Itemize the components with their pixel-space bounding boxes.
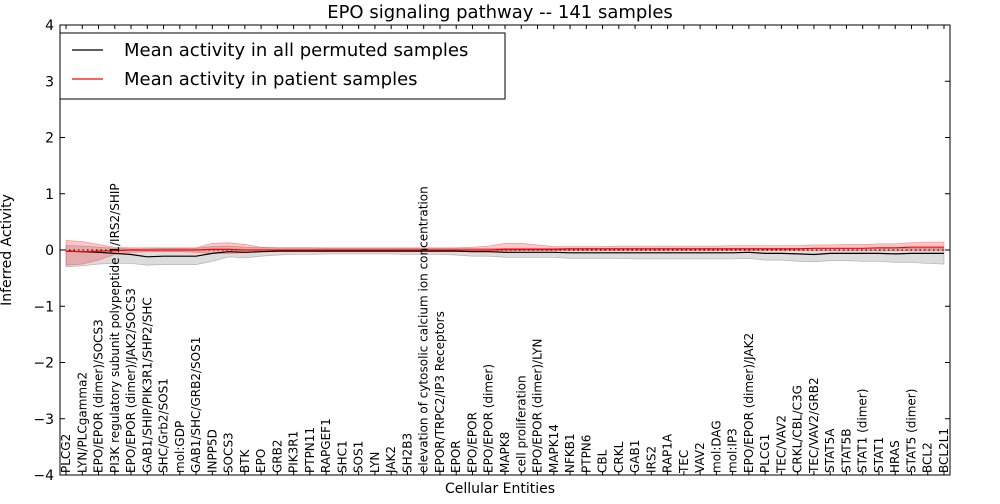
x-tick-label: SOCS3 <box>222 432 236 473</box>
x-tick-label: SOS1 <box>352 441 366 473</box>
x-tick-label: elevation of cytosolic calcium ion conce… <box>417 186 431 473</box>
x-tick-label: PTPN6 <box>579 435 593 473</box>
x-tick-label: MAPK8 <box>498 432 512 473</box>
legend-label-patient: Mean activity in patient samples <box>124 69 418 90</box>
x-tick-label: INPP5D <box>205 429 219 473</box>
x-tick-label: cell proliferation <box>514 375 528 473</box>
x-tick-label: LYN <box>368 452 382 473</box>
x-tick-label: STAT1 (dimer) <box>856 389 870 473</box>
y-tick-label: 0 <box>45 243 54 259</box>
x-tick-label: TEC/VAV2 <box>774 415 788 474</box>
x-tick-label: EPO/EPOR (dimer)/JAK2 <box>742 333 756 473</box>
x-tick-label: EPO/EPOR (dimer)/JAK2/SOCS3 <box>124 288 138 473</box>
x-tick-label: EPO <box>254 449 268 473</box>
y-tick-label: 2 <box>45 131 54 147</box>
x-tick-label: CRKL <box>612 441 626 473</box>
x-tick-label: TEC/VAV2/GRB2 <box>807 377 821 474</box>
y-tick-label: 3 <box>45 74 54 90</box>
x-tick-label: BCL2L1 <box>937 428 951 473</box>
x-tick-label: PLCG1 <box>758 434 772 473</box>
x-tick-label: EPO/EPOR (dimer) <box>482 364 496 473</box>
x-tick-label: BTK <box>238 448 252 473</box>
x-tick-label: EPO/EPOR <box>466 412 480 473</box>
x-tick-label: CBL <box>596 449 610 473</box>
y-axis-label: Inferred Activity <box>0 194 15 306</box>
patient-mean-line <box>65 246 944 253</box>
x-tick-label: EPO/EPOR (dimer)/LYN <box>531 339 545 473</box>
legend: Mean activity in all permuted samples Me… <box>59 32 506 100</box>
x-tick-label: SH2B3 <box>400 433 414 473</box>
x-tick-label: PTPN11 <box>303 427 317 473</box>
x-tick-label: PI3K regulatory subunit polypeptide 1/IR… <box>108 183 122 473</box>
legend-label-permuted: Mean activity in all permuted samples <box>124 40 468 61</box>
x-tick-label: GAB1 <box>628 440 642 473</box>
x-tick-label: NFKB1 <box>563 433 577 473</box>
x-tick-label: IRS2 <box>644 446 658 473</box>
x-tick-label: mol:GDP <box>173 421 187 473</box>
x-tick-label: LYN/PLCgamma2 <box>75 372 89 473</box>
permuted-mean-line <box>65 250 944 258</box>
x-tick-label: GRB2 <box>270 439 284 473</box>
x-tick-label: STAT5B <box>839 429 853 474</box>
x-tick-label: GAB1/SHIP/PIK3R1/SHP2/SHC <box>140 297 154 473</box>
y-tick-label: −1 <box>33 299 54 315</box>
x-tick-label: STAT1 <box>872 437 886 473</box>
x-tick-label: GAB1/SHC/GRB2/SOS1 <box>189 337 203 473</box>
legend-frame <box>59 32 506 100</box>
x-tick-label: PLCG2 <box>59 434 73 473</box>
x-tick-label: EPOR/TRPC2/IP3 Receptors <box>433 311 447 473</box>
x-tick-label: RAP1A <box>661 433 675 473</box>
x-tick-label: HRAS <box>888 440 902 473</box>
x-axis-label: Cellular Entities <box>445 481 555 497</box>
x-tick-label: JAK2 <box>384 446 398 474</box>
x-tick-label: EPOR <box>449 440 463 473</box>
y-tick-label: −4 <box>33 468 54 484</box>
x-tick-label: RAPGEF1 <box>319 418 333 473</box>
x-tick-label: mol:DAG <box>709 420 723 473</box>
x-tick-label: EPO/EPOR (dimer)/SOCS3 <box>92 319 106 473</box>
y-tick-label: −2 <box>33 356 54 372</box>
chart-title: EPO signaling pathway -- 141 samples <box>327 2 673 23</box>
y-tick-label: 1 <box>45 187 54 203</box>
x-tick-label: VAV2 <box>693 442 707 473</box>
x-tick-label: STAT5A <box>823 428 837 473</box>
x-tick-label: SHC/Grb2/SOS1 <box>157 378 171 473</box>
x-tick-label: STAT5 (dimer) <box>905 389 919 473</box>
x-tick-label: TEC <box>677 450 691 474</box>
y-tick-label: 4 <box>45 18 54 34</box>
x-tick-label: MAPK14 <box>547 424 561 473</box>
x-tick-label: BCL2 <box>921 442 935 473</box>
x-tick-label: SHC1 <box>335 440 349 473</box>
x-tick-label: PIK3R1 <box>287 431 301 473</box>
x-tick-label: CRKL/CBL/C3G <box>791 385 805 473</box>
x-tick-label: mol:IP3 <box>726 428 740 473</box>
y-tick-label: −3 <box>33 412 54 428</box>
